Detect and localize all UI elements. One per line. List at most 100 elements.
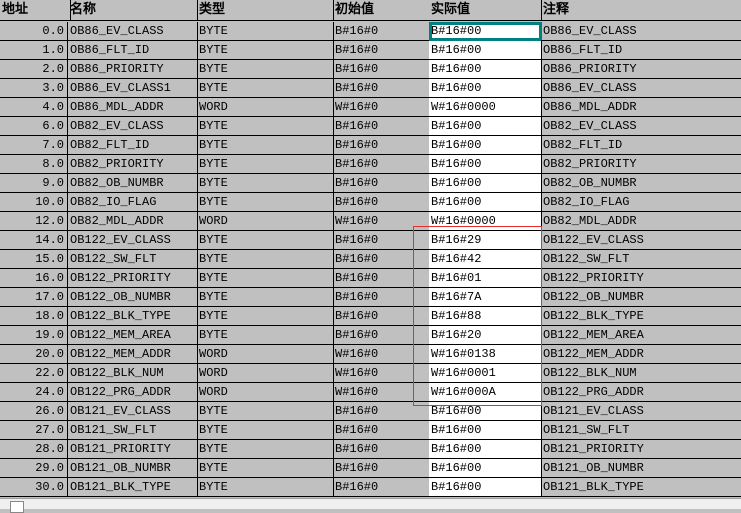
cell-address[interactable]: 14.0 [0, 231, 68, 250]
cell-type[interactable]: BYTE [197, 41, 334, 60]
cell-type[interactable]: BYTE [197, 117, 334, 136]
cell-comment[interactable]: OB121_OB_NUMBR [541, 459, 741, 478]
cell-initial-value[interactable]: B#16#0 [333, 136, 430, 155]
cell-name[interactable]: OB122_SW_FLT [68, 250, 198, 269]
cell-address[interactable]: 30.0 [0, 478, 68, 497]
cell-actual-value[interactable]: W#16#0000 [429, 98, 542, 117]
cell-name[interactable]: OB86_PRIORITY [68, 60, 198, 79]
cell-type[interactable]: BYTE [197, 478, 334, 497]
cell-address[interactable]: 9.0 [0, 174, 68, 193]
cell-address[interactable]: 24.0 [0, 383, 68, 402]
cell-address[interactable]: 20.0 [0, 345, 68, 364]
table-row[interactable]: 7.0 OB82_FLT_ID BYTE B#16#0 B#16#00 OB82_FLT_… [0, 136, 741, 155]
cell-name[interactable]: OB82_OB_NUMBR [68, 174, 198, 193]
cell-name[interactable]: OB121_EV_CLASS [68, 402, 198, 421]
cell-initial-value[interactable]: B#16#0 [333, 174, 430, 193]
cell-name[interactable]: OB82_EV_CLASS [68, 117, 198, 136]
cell-address[interactable]: 17.0 [0, 288, 68, 307]
cell-initial-value[interactable]: W#16#0 [333, 345, 430, 364]
table-row[interactable]: 0.0 OB86_EV_CLASS BYTE B#16#0 B#16#00 OB86_EV… [0, 22, 741, 41]
table-row[interactable]: 22.0 OB122_BLK_NUM WORD W#16#0 W#16#0001 OB12… [0, 364, 741, 383]
cell-comment[interactable]: OB121_SW_FLT [541, 421, 741, 440]
cell-comment[interactable]: OB121_BLK_TYPE [541, 478, 741, 497]
cell-actual-value[interactable]: B#16#00 [429, 174, 542, 193]
cell-address[interactable]: 16.0 [0, 269, 68, 288]
table-row[interactable]: 18.0 OB122_BLK_TYPE BYTE B#16#0 B#16#88 OB122… [0, 307, 741, 326]
table-row[interactable]: 8.0 OB82_PRIORITY BYTE B#16#0 B#16#00 OB82_PR… [0, 155, 741, 174]
cell-comment[interactable]: OB86_EV_CLASS [541, 22, 741, 41]
cell-initial-value[interactable]: B#16#0 [333, 269, 430, 288]
cell-comment[interactable]: OB82_MDL_ADDR [541, 212, 741, 231]
cell-address[interactable]: 29.0 [0, 459, 68, 478]
cell-type[interactable]: BYTE [197, 60, 334, 79]
cell-actual-value[interactable]: B#16#00 [429, 155, 542, 174]
table-row[interactable]: 29.0 OB121_OB_NUMBR BYTE B#16#0 B#16#00 OB121… [0, 459, 741, 478]
cell-initial-value[interactable]: B#16#0 [333, 326, 430, 345]
cell-address[interactable]: 12.0 [0, 212, 68, 231]
cell-name[interactable]: OB121_PRIORITY [68, 440, 198, 459]
table-row[interactable]: 27.0 OB121_SW_FLT BYTE B#16#0 B#16#00 OB121_S… [0, 421, 741, 440]
cell-actual-value[interactable]: B#16#20 [429, 326, 542, 345]
cell-type[interactable]: WORD [197, 364, 334, 383]
cell-initial-value[interactable]: B#16#0 [333, 60, 430, 79]
cell-comment[interactable]: OB82_PRIORITY [541, 155, 741, 174]
cell-type[interactable]: BYTE [197, 174, 334, 193]
cell-comment[interactable]: OB122_EV_CLASS [541, 231, 741, 250]
cell-type[interactable]: BYTE [197, 269, 334, 288]
cell-name[interactable]: OB121_SW_FLT [68, 421, 198, 440]
cell-address[interactable]: 6.0 [0, 117, 68, 136]
cell-initial-value[interactable]: B#16#0 [333, 22, 430, 41]
cell-name[interactable]: OB86_MDL_ADDR [68, 98, 198, 117]
cell-address[interactable]: 1.0 [0, 41, 68, 60]
cell-type[interactable]: BYTE [197, 79, 334, 98]
cell-type[interactable]: BYTE [197, 326, 334, 345]
cell-address[interactable]: 7.0 [0, 136, 68, 155]
cell-name[interactable]: OB82_MDL_ADDR [68, 212, 198, 231]
cell-type[interactable]: BYTE [197, 250, 334, 269]
cell-comment[interactable]: OB82_IO_FLAG [541, 193, 741, 212]
table-row[interactable]: 1.0 OB86_FLT_ID BYTE B#16#0 B#16#00 OB86_FLT_… [0, 41, 741, 60]
cell-address[interactable]: 28.0 [0, 440, 68, 459]
cell-address[interactable]: 4.0 [0, 98, 68, 117]
cell-actual-value[interactable]: W#16#000A [429, 383, 542, 402]
cell-type[interactable]: BYTE [197, 459, 334, 478]
cell-actual-value[interactable]: B#16#42 [429, 250, 542, 269]
cell-address[interactable]: 10.0 [0, 193, 68, 212]
header-comment[interactable]: 注释 [541, 0, 741, 21]
cell-comment[interactable]: OB86_EV_CLASS [541, 79, 741, 98]
cell-comment[interactable]: OB122_PRG_ADDR [541, 383, 741, 402]
cell-address[interactable]: 26.0 [0, 402, 68, 421]
cell-type[interactable]: BYTE [197, 136, 334, 155]
cell-actual-value[interactable]: B#16#00 [429, 478, 542, 497]
cell-initial-value[interactable]: B#16#0 [333, 117, 430, 136]
cell-actual-value[interactable]: B#16#01 [429, 269, 542, 288]
cell-name[interactable]: OB86_EV_CLASS [68, 22, 198, 41]
cell-type[interactable]: BYTE [197, 193, 334, 212]
cell-initial-value[interactable]: B#16#0 [333, 478, 430, 497]
cell-comment[interactable]: OB122_MEM_AREA [541, 326, 741, 345]
cell-address[interactable]: 19.0 [0, 326, 68, 345]
table-row[interactable]: 16.0 OB122_PRIORITY BYTE B#16#0 B#16#01 OB122… [0, 269, 741, 288]
cell-initial-value[interactable]: B#16#0 [333, 193, 430, 212]
cell-name[interactable]: OB122_MEM_ADDR [68, 345, 198, 364]
cell-name[interactable]: OB122_EV_CLASS [68, 231, 198, 250]
cell-comment[interactable]: OB121_EV_CLASS [541, 402, 741, 421]
cell-actual-value[interactable]: B#16#29 [429, 231, 542, 250]
cell-name[interactable]: OB86_FLT_ID [68, 41, 198, 60]
table-row[interactable]: 12.0 OB82_MDL_ADDR WORD W#16#0 W#16#0000 OB82… [0, 212, 741, 231]
table-row[interactable]: 26.0 OB121_EV_CLASS BYTE B#16#0 B#16#00 OB121… [0, 402, 741, 421]
cell-initial-value[interactable]: B#16#0 [333, 307, 430, 326]
cell-actual-value[interactable]: W#16#0000 [429, 212, 542, 231]
cell-actual-value[interactable]: W#16#0001 [429, 364, 542, 383]
cell-initial-value[interactable]: B#16#0 [333, 155, 430, 174]
cell-type[interactable]: BYTE [197, 231, 334, 250]
cell-initial-value[interactable]: B#16#0 [333, 459, 430, 478]
cell-actual-value[interactable]: B#16#00 [429, 60, 542, 79]
cell-type[interactable]: BYTE [197, 155, 334, 174]
cell-initial-value[interactable]: B#16#0 [333, 41, 430, 60]
cell-name[interactable]: OB82_IO_FLAG [68, 193, 198, 212]
cell-comment[interactable]: OB122_OB_NUMBR [541, 288, 741, 307]
cell-name[interactable]: OB86_EV_CLASS1 [68, 79, 198, 98]
cell-initial-value[interactable]: B#16#0 [333, 250, 430, 269]
table-row[interactable]: 2.0 OB86_PRIORITY BYTE B#16#0 B#16#00 OB86_PR… [0, 60, 741, 79]
